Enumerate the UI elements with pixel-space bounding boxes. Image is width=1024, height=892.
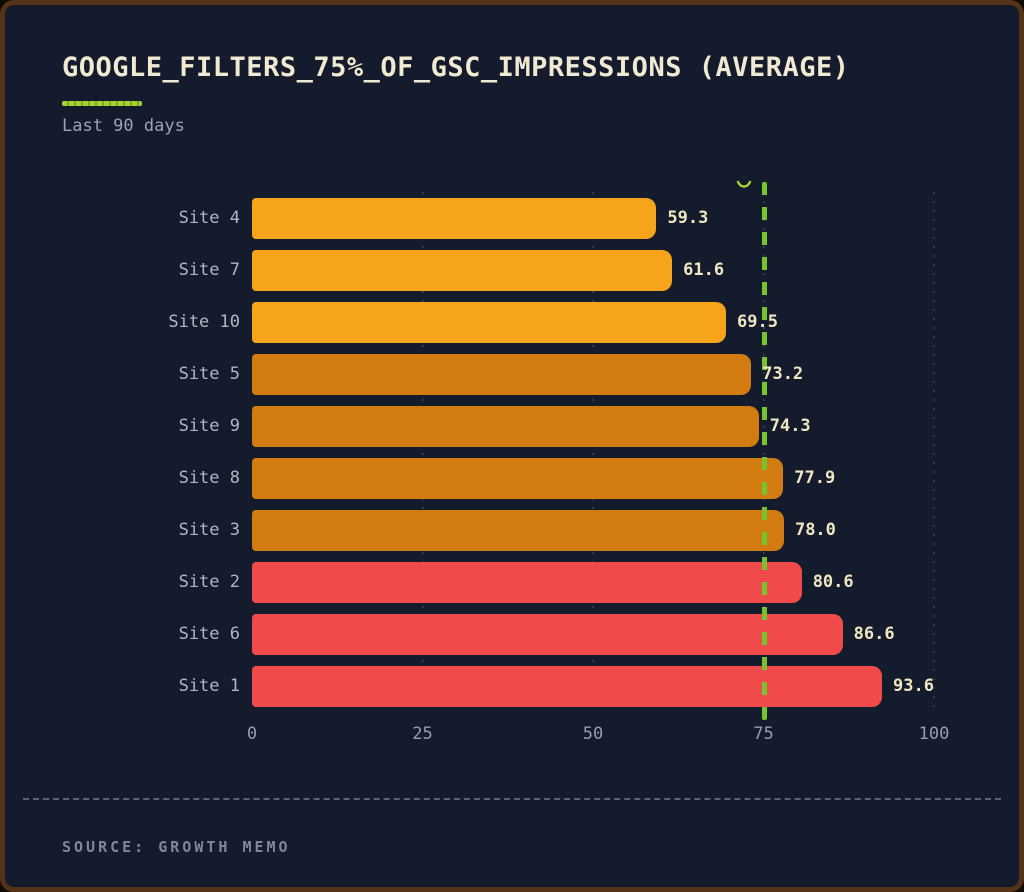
bar-row: Site 8 77.9 <box>62 452 942 504</box>
bar <box>252 353 752 395</box>
bar-value-label: 93.6 <box>893 676 934 696</box>
bar-track: 73.2 <box>252 348 934 400</box>
gridline <box>592 192 594 712</box>
bar-track: 86.6 <box>252 608 934 660</box>
bar-row: Site 1 93.6 <box>62 660 942 712</box>
bar-category-label: Site 2 <box>178 572 240 592</box>
bar-track: 61.6 <box>252 244 934 296</box>
gridline <box>933 192 935 712</box>
source-caption: SOURCE: GROWTH MEMO <box>62 838 291 856</box>
bar-value-label: 59.3 <box>667 208 709 228</box>
chart-title: GOOGLE_FILTERS_75%_OF_GSC_IMPRESSIONS (A… <box>62 52 850 83</box>
bar-row: Site 5 73.2 <box>62 348 942 400</box>
bar <box>252 665 883 707</box>
bar-rows: Site 4 59.3 Site 7 61.6 Site 10 69.5 Site 5 73.… <box>62 180 942 720</box>
bar <box>252 613 843 655</box>
bar-track: 93.6 <box>252 660 934 712</box>
bar-row: Site 6 86.6 <box>62 608 942 660</box>
x-axis-tick-label: 0 <box>246 724 258 744</box>
bar-category-label: Site 9 <box>178 416 240 436</box>
bar-value-label: 69.5 <box>736 312 778 332</box>
bar-value-label: 77.9 <box>794 468 836 488</box>
bar-category-label: Site 3 <box>178 520 240 540</box>
bar-row: Site 2 80.6 <box>62 556 942 608</box>
bar <box>252 197 657 239</box>
plot-overlay <box>252 180 935 720</box>
x-axis-tick-label: 50 <box>582 724 604 744</box>
bar-row: Site 9 74.3 <box>62 400 942 452</box>
bar <box>252 405 759 447</box>
bar <box>252 249 673 291</box>
x-axis-tick-label: 100 <box>918 724 950 744</box>
bar-category-label: Site 1 <box>178 676 240 696</box>
bar-value-label: 73.2 <box>762 364 804 384</box>
bar-row: Site 10 69.5 <box>62 296 942 348</box>
bar-category-label: Site 7 <box>178 260 240 280</box>
bar-track: 77.9 <box>252 452 934 504</box>
bar-track: 78.0 <box>252 504 934 556</box>
bar-row: Site 4 59.3 <box>62 192 942 244</box>
bar <box>252 457 784 499</box>
gridline <box>421 192 424 712</box>
bar-value-label: 80.6 <box>812 572 854 592</box>
bar-row: Site 7 61.6 <box>62 244 942 296</box>
x-axis: 0 25 50 75 100 <box>247 716 949 746</box>
bar-track: 69.5 <box>252 296 934 348</box>
x-axis-tick-label: 25 <box>412 724 433 744</box>
bar <box>252 509 784 551</box>
title-accent-bar <box>62 101 142 106</box>
x-axis-tick-label: 75 <box>753 724 774 744</box>
bar-track: 74.3 <box>252 400 934 452</box>
bar-track: 59.3 <box>252 192 934 244</box>
bar-value-label: 86.6 <box>853 624 895 644</box>
bar-chart: Site 4 59.3 Site 7 61.6 Site 10 69.5 Site 5 73.… <box>62 180 949 746</box>
bar-category-label: Site 8 <box>178 468 240 488</box>
bar-row: Site 3 78.0 <box>62 504 942 556</box>
bar-category-label: Site 5 <box>178 364 240 384</box>
bar-category-label: Site 4 <box>178 208 240 228</box>
bar-category-label: Site 10 <box>168 312 240 332</box>
reference-line-75 <box>761 182 767 720</box>
bar-category-label: Site 6 <box>178 624 240 644</box>
annotation-squiggle-icon <box>736 174 752 193</box>
bar-track: 80.6 <box>252 556 934 608</box>
bar-value-label: 74.3 <box>769 416 811 436</box>
bar-value-label: 78.0 <box>794 520 836 540</box>
footer-divider <box>23 798 1001 800</box>
chart-subtitle: Last 90 days <box>62 116 185 136</box>
bar-value-label: 61.6 <box>683 260 725 280</box>
bar <box>252 301 726 343</box>
bar <box>252 561 802 603</box>
